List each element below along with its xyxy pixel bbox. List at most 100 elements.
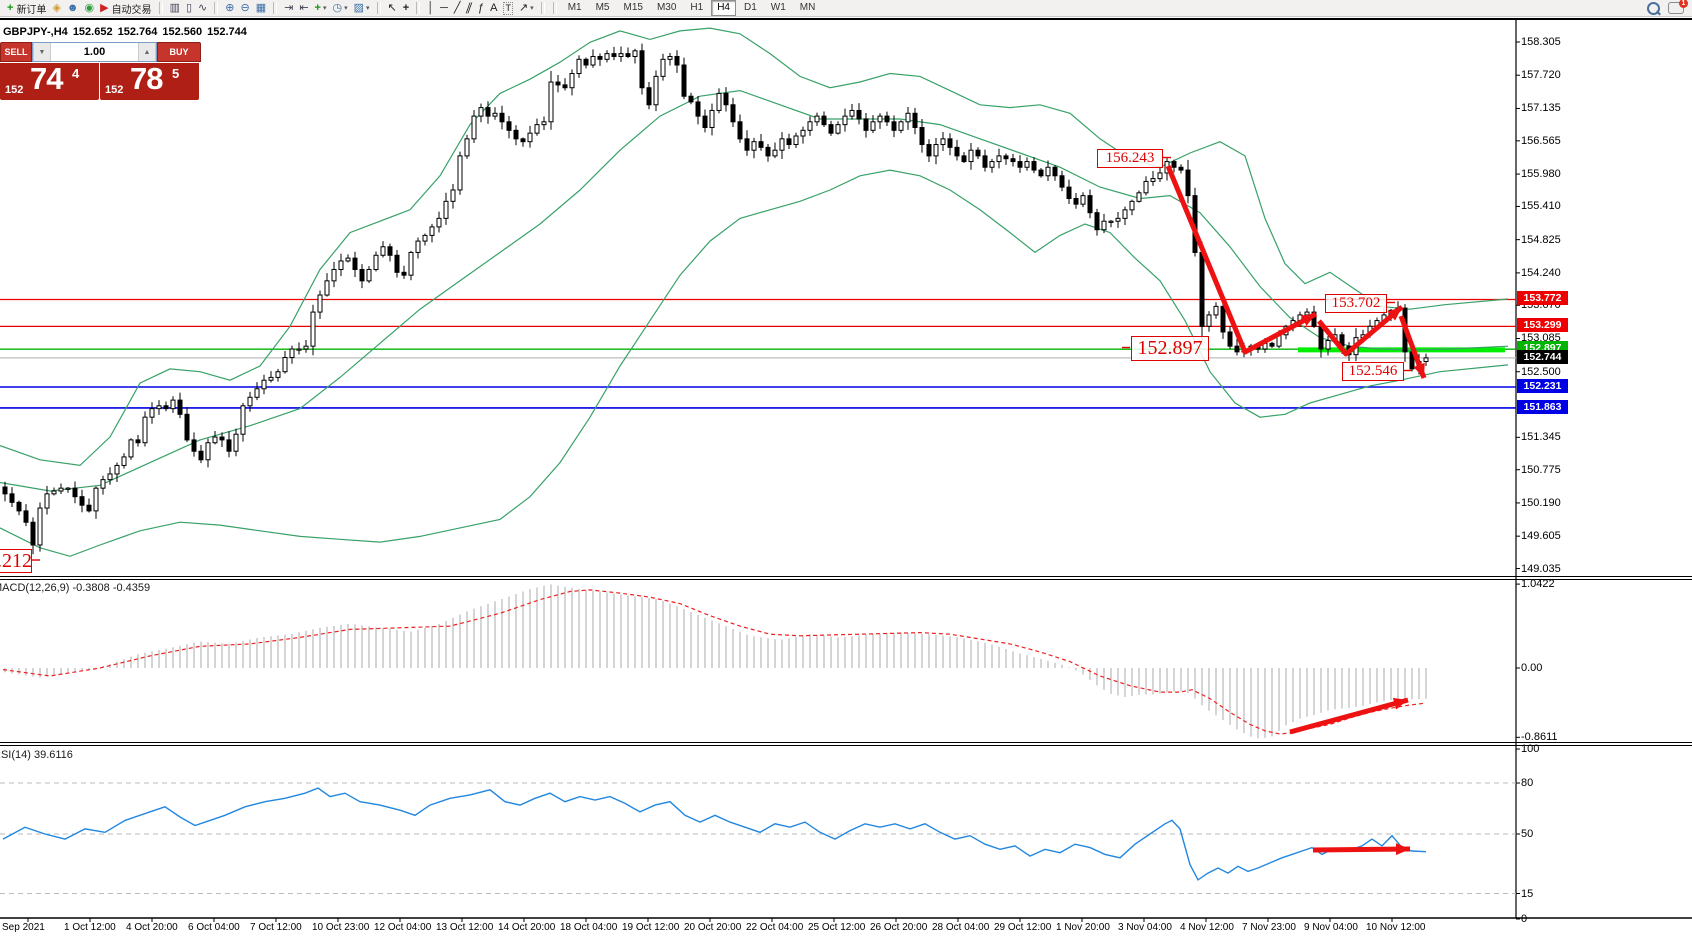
- volume-decrease-button[interactable]: ▼: [33, 43, 51, 61]
- buy-button[interactable]: BUY: [157, 42, 201, 62]
- timeframe-m5-button[interactable]: M5: [595, 2, 610, 13]
- indicators-button[interactable]: + ▾: [313, 1, 329, 15]
- candle-body: [898, 121, 904, 131]
- candle-body: [541, 121, 547, 126]
- equidistant-channel-button[interactable]: ∥: [464, 1, 474, 15]
- candle-body: [1213, 305, 1219, 316]
- timeframe-m30-button[interactable]: M30: [656, 2, 677, 13]
- candle-body: [226, 439, 232, 452]
- tile-windows-button[interactable]: ▦: [254, 1, 268, 15]
- candle-body: [702, 115, 708, 128]
- line-chart-button[interactable]: ∿: [196, 1, 209, 15]
- candle-body: [156, 405, 162, 410]
- candle-body: [1101, 220, 1107, 231]
- candle-body: [1311, 311, 1317, 327]
- candle-body: [16, 501, 22, 512]
- chart-top-border: [0, 18, 1692, 20]
- candle-body: [569, 73, 575, 89]
- bar-chart-button[interactable]: ▥: [168, 1, 182, 15]
- timeframe-w1-button[interactable]: W1: [770, 2, 786, 13]
- arrows-button[interactable]: ↗ ▾: [517, 1, 536, 15]
- new-order-icon: +: [7, 1, 14, 14]
- bid-price-box[interactable]: 152 74 4: [0, 61, 99, 100]
- candle-body: [359, 268, 365, 282]
- bid-prefix: 152: [5, 84, 24, 96]
- timeframe-m15-button[interactable]: M15: [623, 2, 643, 13]
- candle-body: [940, 138, 946, 146]
- chevron-down-icon: ▾: [530, 5, 534, 12]
- trendline-button[interactable]: ╱: [452, 1, 463, 15]
- autotrading-button[interactable]: ▶ 自动交易: [98, 1, 153, 16]
- candle-body: [1318, 325, 1324, 350]
- timeframe-h1-button[interactable]: H1: [690, 2, 704, 13]
- candle-body: [198, 450, 204, 461]
- candle-body: [590, 55, 596, 66]
- candle-body: [247, 396, 253, 407]
- sell-button[interactable]: SELL: [0, 42, 32, 62]
- market-depth-button[interactable]: ◈: [50, 1, 62, 15]
- text-button[interactable]: A: [488, 1, 499, 15]
- new-order-button[interactable]: + 新订单: [5, 1, 48, 16]
- community-button[interactable]: ☻: [65, 1, 81, 15]
- fibonacci-icon: ƒ: [477, 1, 485, 14]
- candle-body: [1059, 175, 1065, 188]
- bar-chart-icon: ▥: [169, 1, 180, 14]
- candle-body: [310, 311, 316, 347]
- auto-scroll-icon: ⇥: [284, 1, 294, 14]
- volume-input[interactable]: 1.00: [83, 46, 106, 58]
- toolbar-separator: [376, 2, 381, 14]
- chart-title: GBPJPY-,H4 152.652 152.764 152.560 152.744: [3, 26, 252, 38]
- candle-body: [562, 84, 568, 89]
- candle-body: [2, 486, 8, 495]
- timeframe-m1-button[interactable]: M1: [567, 2, 582, 13]
- one-click-trading-panel: SELL ▼ 1.00 ▲ BUY 152 74 4 152 78 5: [0, 42, 201, 100]
- crosshair-button[interactable]: +: [401, 1, 411, 15]
- fibonacci-button[interactable]: ƒ: [476, 1, 486, 15]
- candle-body: [870, 121, 876, 131]
- timeframe-mn-button[interactable]: MN: [799, 2, 816, 13]
- signals-button[interactable]: ◉: [82, 1, 96, 15]
- toolbar-separator: [214, 2, 219, 14]
- candle-body: [177, 399, 183, 415]
- timeframe-d1-button[interactable]: D1: [744, 2, 757, 13]
- text-label-button[interactable]: T: [501, 1, 515, 15]
- candle-body: [905, 112, 911, 123]
- candle-body: [1094, 212, 1100, 231]
- candle-body: [849, 109, 855, 117]
- zoom-out-button[interactable]: ⊖: [238, 1, 251, 15]
- candle-body: [485, 107, 491, 117]
- candle-body: [100, 479, 106, 489]
- search-icon[interactable]: [1647, 1, 1660, 15]
- candle-body: [58, 487, 64, 492]
- crosshair-icon: +: [402, 1, 410, 14]
- equidistant-channel-icon: ∥: [464, 1, 475, 14]
- candle-body: [520, 138, 526, 143]
- timeframe-h4-button[interactable]: H4: [711, 0, 736, 16]
- candlestick-chart-button[interactable]: ▯: [184, 1, 194, 15]
- periods-button[interactable]: ◷ ▾: [330, 1, 349, 15]
- horizontal-line-button[interactable]: ─: [438, 1, 450, 15]
- ask-price-box[interactable]: 152 78 5: [100, 61, 199, 100]
- notifications-icon[interactable]: 1: [1668, 0, 1688, 14]
- candle-body: [436, 217, 442, 228]
- bollinger-middle-band: [0, 89, 1509, 492]
- candle-body: [926, 144, 932, 157]
- candle-body: [352, 257, 358, 270]
- auto-scroll-button[interactable]: ⇥: [282, 1, 295, 15]
- zoom-in-button[interactable]: ⊕: [223, 1, 236, 15]
- candle-body: [1024, 161, 1030, 168]
- volume-increase-button[interactable]: ▲: [138, 43, 156, 61]
- candle-body: [205, 442, 211, 461]
- candle-body: [338, 260, 344, 270]
- candle-body: [828, 124, 834, 134]
- candle-body: [961, 155, 967, 163]
- candle-body: [1178, 166, 1184, 171]
- vertical-line-button[interactable]: │: [425, 1, 436, 15]
- templates-button[interactable]: ▨ ▾: [352, 1, 372, 15]
- candle-body: [107, 473, 113, 481]
- zoom-in-icon: ⊕: [225, 1, 235, 14]
- candle-body: [646, 87, 652, 106]
- chart-shift-button[interactable]: ⇤: [297, 1, 310, 15]
- cursor-button[interactable]: ↖: [386, 1, 399, 15]
